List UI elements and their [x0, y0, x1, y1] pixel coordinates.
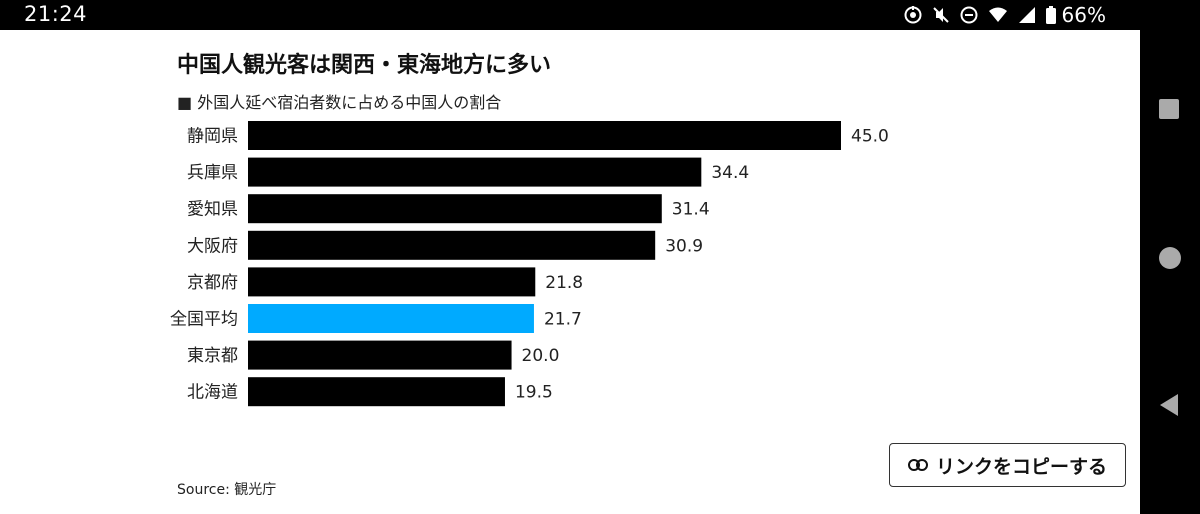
bar [248, 157, 702, 187]
status-icons: 66% [904, 3, 1106, 27]
category-label: 京都府 [187, 273, 238, 293]
bar [248, 121, 841, 150]
value-label: 19.5 [515, 383, 553, 403]
category-label: 全国平均 [170, 310, 238, 330]
category-label: 東京都 [187, 346, 238, 366]
bar [248, 267, 536, 297]
bar [248, 377, 505, 407]
article-content: 中国人観光客は関西・東海地方に多い ■ 外国人延べ宿泊者数に占める中国人の割合 … [0, 30, 1140, 514]
value-label: 30.9 [665, 236, 703, 256]
bar-chart: 静岡県 45.0 兵庫県 34.4 愛知県 31.4 大阪府 30.9 京都府 21.8 全国平均 2… [170, 121, 889, 407]
category-label: 北海道 [187, 383, 238, 403]
category-label: 愛知県 [187, 200, 238, 220]
bar [248, 340, 512, 370]
signal-icon [1018, 7, 1035, 23]
value-label: 21.7 [544, 310, 582, 330]
square-icon [1159, 99, 1179, 119]
back-button[interactable] [1158, 393, 1180, 421]
battery-percent: 66% [1061, 3, 1106, 27]
battery-icon [1045, 6, 1056, 24]
category-label: 静岡県 [187, 127, 238, 147]
bar [248, 194, 662, 224]
notification-icon [904, 6, 922, 24]
value-label: 20.0 [522, 346, 560, 366]
circle-icon [1159, 247, 1181, 269]
copy-link-label: リンクをコピーする [935, 455, 1107, 478]
category-label: 大阪府 [187, 236, 238, 256]
mute-icon [932, 7, 949, 23]
value-label: 34.4 [711, 163, 749, 183]
bar [248, 230, 656, 260]
value-label: 31.4 [672, 200, 710, 220]
back-triangle-icon [1160, 394, 1178, 416]
home-button[interactable] [1158, 246, 1182, 274]
recents-button[interactable] [1158, 98, 1180, 124]
chart-title: 中国人観光客は関西・東海地方に多い [177, 53, 552, 78]
link-icon [907, 459, 928, 471]
status-bar: 21:24 66% [0, 0, 1140, 30]
copy-link-button[interactable]: リンクをコピーする [889, 443, 1126, 487]
category-label: 兵庫県 [187, 163, 238, 183]
chart-subtitle: ■ 外国人延べ宿泊者数に占める中国人の割合 [177, 93, 502, 112]
value-label: 45.0 [851, 127, 889, 147]
wifi-icon [988, 7, 1007, 22]
bar [248, 304, 534, 333]
value-label: 21.8 [545, 273, 583, 293]
source-credit: Source: 観光庁 [177, 482, 277, 498]
dnd-icon [960, 6, 978, 24]
navigation-bar [1140, 0, 1200, 514]
status-clock: 21:24 [24, 2, 88, 26]
